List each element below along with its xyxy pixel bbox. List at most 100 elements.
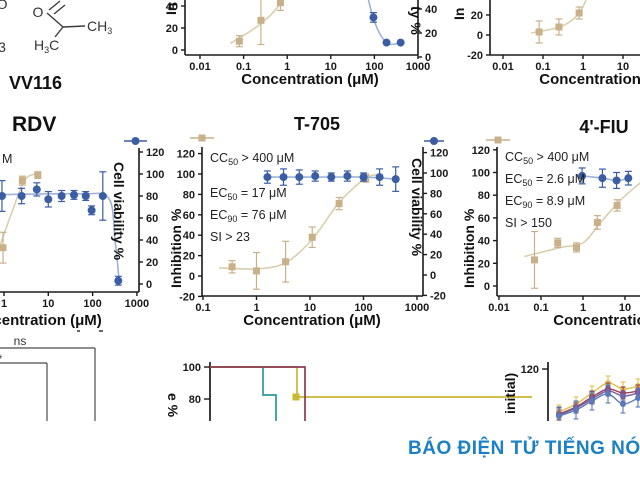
- svg-text:In: In: [163, 3, 179, 15]
- svg-text:10: 10: [617, 61, 629, 73]
- svg-text:1: 1: [253, 302, 259, 314]
- svg-text:100: 100: [83, 298, 101, 310]
- svg-text:Concentration (μM): Concentration (μM): [539, 71, 640, 88]
- svg-text:H3C: H3C: [34, 37, 59, 55]
- svg-text:1000: 1000: [405, 302, 429, 314]
- svg-text:1000: 1000: [406, 61, 430, 73]
- svg-text:SI > 150: SI > 150: [505, 216, 552, 230]
- svg-text:Concentration (μM): Concentration (μM): [241, 71, 379, 88]
- svg-text:10: 10: [42, 298, 54, 310]
- svg-text:ty %: ty %: [408, 6, 424, 35]
- svg-text:20: 20: [183, 251, 195, 263]
- svg-text:20: 20: [146, 257, 158, 269]
- svg-text:120: 120: [472, 145, 490, 157]
- svg-text:40: 40: [430, 229, 442, 241]
- svg-text:-20: -20: [430, 290, 446, 302]
- svg-text:Concentration (μM): Concentration (μM): [553, 312, 640, 329]
- chart-rdv: 0204060801001201101001000RDVMConcentrati…: [0, 113, 164, 329]
- svg-text:0.1: 0.1: [535, 61, 550, 73]
- svg-text:0.01: 0.01: [492, 61, 513, 73]
- svg-text:CC50 > 400 μM: CC50 > 400 μM: [210, 151, 294, 167]
- svg-text:80: 80: [430, 188, 442, 200]
- svg-text:10: 10: [619, 302, 631, 314]
- svg-text:4'-FIU: 4'-FIU: [579, 117, 628, 137]
- svg-text:80: 80: [146, 191, 158, 203]
- svg-text:Inhibition %: Inhibition %: [168, 208, 184, 288]
- svg-text:In: In: [451, 8, 467, 20]
- svg-text:10: 10: [325, 61, 337, 73]
- svg-text:O: O: [33, 4, 44, 20]
- svg-text:ns: ns: [14, 334, 27, 348]
- watermark-text: BÁO ĐIỆN TỬ TIẾNG NÓI: [408, 438, 640, 459]
- svg-text:20: 20: [478, 258, 490, 270]
- svg-text:Concentration (μM): Concentration (μM): [0, 312, 102, 329]
- svg-text:100: 100: [430, 168, 448, 180]
- svg-text:0.1: 0.1: [533, 302, 548, 314]
- svg-text:O: O: [0, 0, 8, 12]
- chart-survival: 100 80 e %: [165, 362, 532, 421]
- svg-text:120: 120: [430, 148, 448, 160]
- svg-text:60: 60: [430, 209, 442, 221]
- svg-text:60: 60: [146, 213, 158, 225]
- svg-text:40: 40: [478, 236, 490, 248]
- svg-text:100: 100: [146, 169, 164, 181]
- svg-text:e %: e %: [165, 393, 181, 418]
- svg-text:Cell viability %: Cell viability %: [111, 162, 127, 261]
- svg-text:40: 40: [183, 230, 195, 242]
- svg-text:1000: 1000: [125, 298, 149, 310]
- svg-text:Cell viability %: Cell viability %: [409, 158, 425, 257]
- svg-text:20: 20: [166, 23, 178, 35]
- svg-text:60: 60: [183, 210, 195, 222]
- svg-text:100: 100: [365, 61, 383, 73]
- svg-text:20: 20: [471, 10, 483, 22]
- svg-text:60: 60: [478, 213, 490, 225]
- svg-text:-20: -20: [179, 291, 195, 303]
- svg-text:0.01: 0.01: [189, 61, 210, 73]
- svg-text:Inhibition %: Inhibition %: [461, 208, 477, 288]
- svg-text:EC50 = 2.6 μM: EC50 = 2.6 μM: [505, 172, 585, 188]
- svg-text:80: 80: [183, 189, 195, 201]
- chart-t705: -20 0 20 40 60 80 100 120 -20 0 20 40 60 80 100 120 0.1 1…: [168, 114, 448, 329]
- svg-text:-20: -20: [467, 50, 483, 62]
- svg-text:0: 0: [146, 279, 152, 291]
- svg-text:EC90 = 8.9 μM: EC90 = 8.9 μM: [505, 194, 585, 210]
- chart-top-middle-dose-response: 0 20 40 0 20 40 0.01 0.1 1 10 100 1000 Concentration…: [163, 0, 437, 88]
- svg-text:1: 1: [580, 302, 586, 314]
- svg-text:0: 0: [425, 52, 431, 64]
- svg-text:EC50 = 17 μM: EC50 = 17 μM: [210, 186, 287, 202]
- svg-text:40: 40: [146, 235, 158, 247]
- svg-text:0.1: 0.1: [195, 302, 210, 314]
- svg-text:0: 0: [484, 281, 490, 293]
- svg-text:*: *: [0, 352, 3, 366]
- svg-text:1: 1: [284, 61, 290, 73]
- svg-text:40: 40: [425, 4, 437, 16]
- svg-text:M: M: [2, 152, 12, 166]
- svg-text:1: 1: [580, 61, 586, 73]
- svg-text:40: 40: [166, 1, 178, 13]
- watermark-band: BÁO ĐIỆN TỬ TIẾNG NÓI: [0, 421, 640, 480]
- svg-text:80: 80: [189, 394, 201, 406]
- svg-text:EC90 = 76 μM: EC90 = 76 μM: [210, 208, 287, 224]
- molecule-structure: O O CH3 H3C 3 VV116: [0, 0, 112, 93]
- svg-text:0.01: 0.01: [488, 302, 509, 314]
- svg-text:1: 1: [1, 298, 7, 310]
- svg-text:10: 10: [304, 302, 316, 314]
- svg-text:120: 120: [177, 149, 195, 161]
- chart-fiu: 0 20 40 60 80 100 120 0.01 0.1 1 10 4'-FIU CC50 > 40…: [461, 117, 640, 329]
- svg-text:RDV: RDV: [12, 113, 56, 136]
- svg-text:T-705: T-705: [294, 114, 340, 134]
- svg-text:0: 0: [172, 45, 178, 57]
- svg-text:20: 20: [425, 28, 437, 40]
- svg-text:0: 0: [189, 271, 195, 283]
- svg-text:100: 100: [354, 302, 372, 314]
- svg-text:CC50 > 400 μM: CC50 > 400 μM: [505, 150, 589, 166]
- svg-text:Concentration (μM): Concentration (μM): [243, 312, 381, 329]
- svg-text:0: 0: [430, 270, 436, 282]
- svg-text:100: 100: [177, 169, 195, 181]
- svg-text:SI > 23: SI > 23: [210, 230, 250, 244]
- svg-text:100: 100: [183, 362, 201, 374]
